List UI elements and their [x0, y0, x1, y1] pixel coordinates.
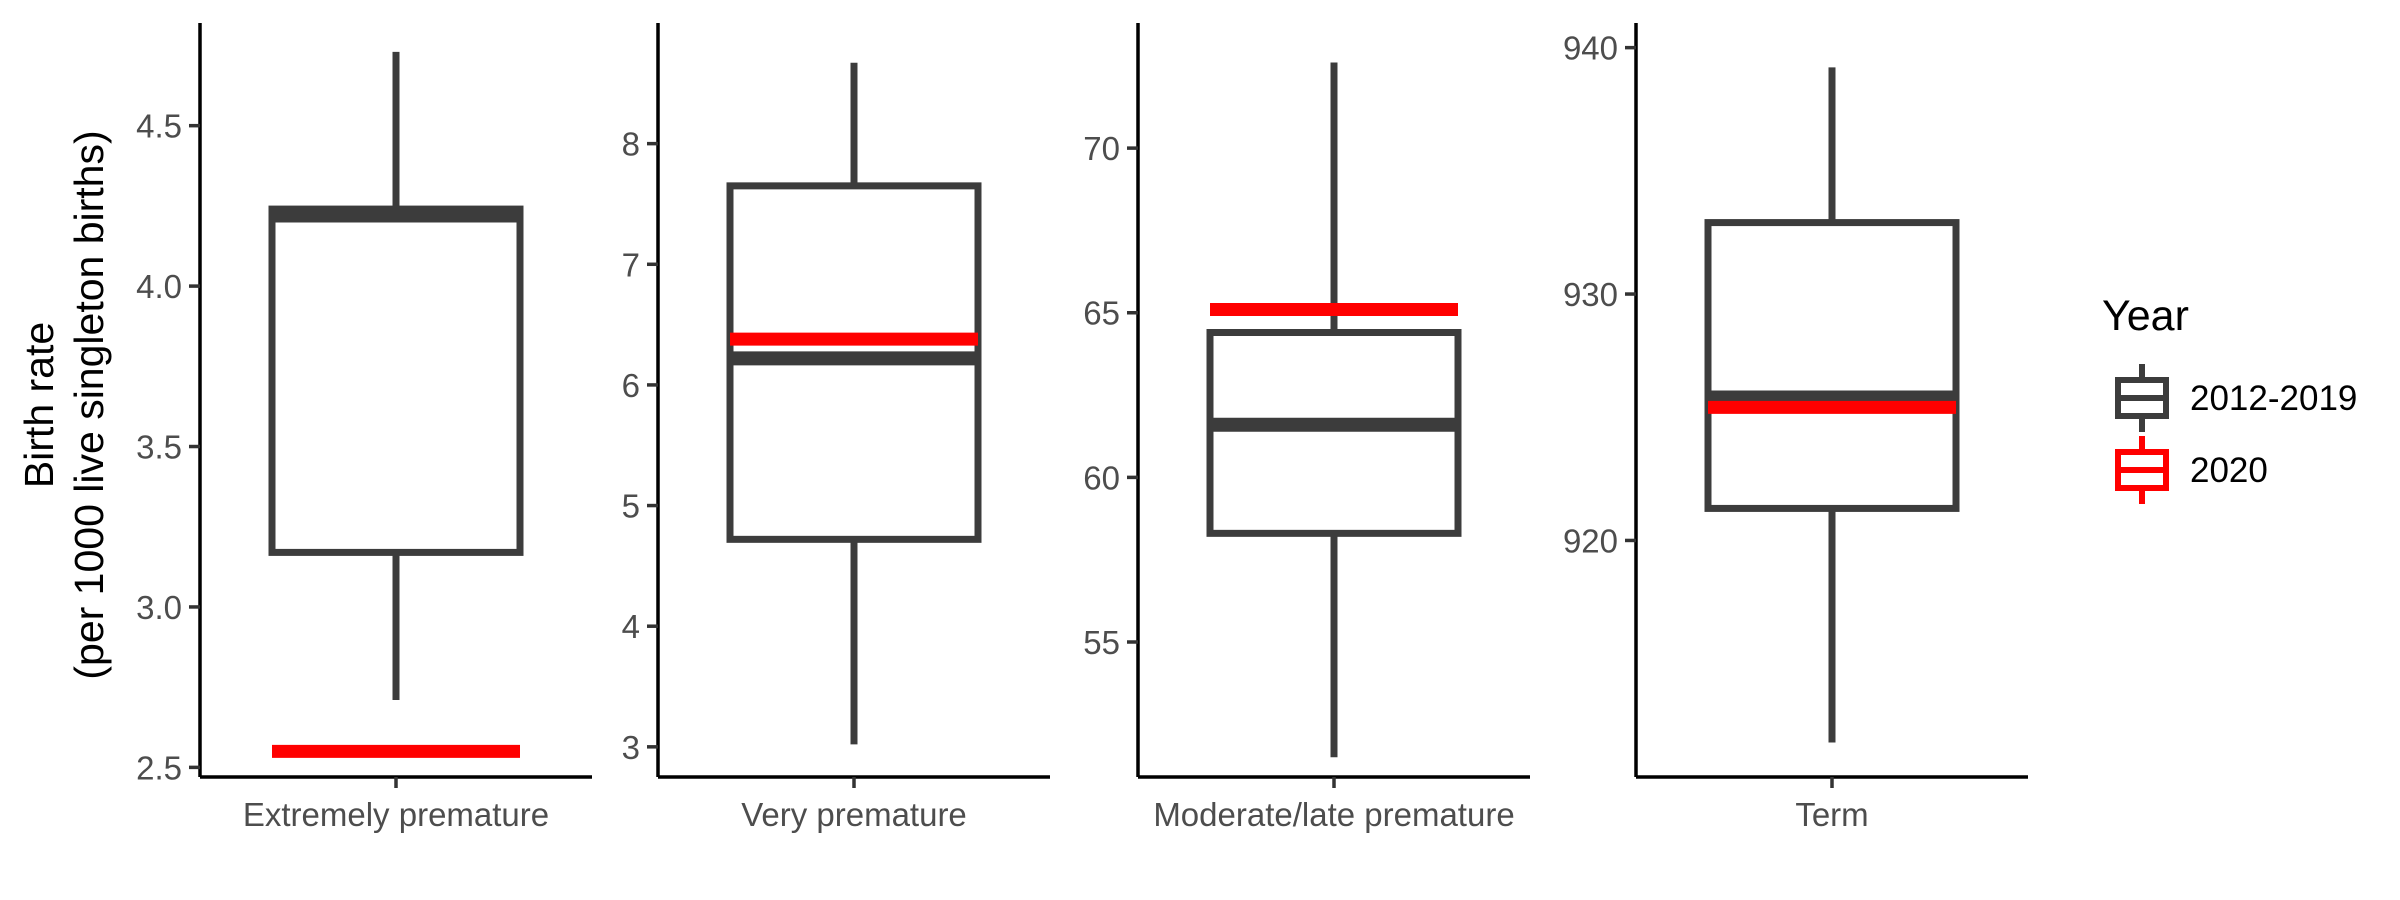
box-2012-2019: [1206, 329, 1462, 537]
y-tick-label: 7: [622, 246, 640, 283]
y-tick-label: 55: [1083, 624, 1120, 661]
legend: Year 2012-2019 2020: [2102, 292, 2357, 504]
legend-entries: 2012-2019 2020: [2115, 364, 2357, 504]
y-tick-label: 930: [1563, 276, 1618, 313]
y-tick-label: 4: [622, 608, 640, 645]
panel-4: 920 930 940 Term: [1563, 23, 2028, 833]
x-category-label: Very premature: [741, 796, 967, 833]
legend-label-2: 2020: [2190, 451, 2268, 490]
legend-key-2: 2020: [2115, 436, 2268, 504]
y-axis-title-line1: Birth rate: [16, 322, 62, 488]
y-tick-label: 940: [1563, 30, 1618, 67]
x-category-label: Extremely premature: [243, 796, 549, 833]
box-2012-2019: [1704, 219, 1960, 512]
y-tick-label: 8: [622, 126, 640, 163]
x-category-label: Moderate/late premature: [1153, 796, 1514, 833]
y-tick-label: 920: [1563, 522, 1618, 559]
y-tick-label: 2.5: [136, 749, 182, 786]
legend-title: Year: [2102, 292, 2189, 340]
y-tick-label: 3: [622, 729, 640, 766]
chart-panels: 2.5 3.0 3.5 4.0 4.5 Extremely premature 3 4 5 6 7 8…: [136, 23, 2028, 833]
y-tick-label: 3.5: [136, 429, 182, 466]
y-axis-title-line2: (per 1000 live singleton births): [66, 130, 112, 679]
panel-2: 3 4 5 6 7 8 Very premature: [622, 23, 1050, 833]
y-tick-label: 6: [622, 367, 640, 404]
y-tick-label: 4.0: [136, 268, 182, 305]
box-2012-2019: [268, 205, 524, 556]
y-tick-label: 70: [1083, 130, 1120, 167]
panel-1: 2.5 3.0 3.5 4.0 4.5 Extremely premature: [136, 23, 592, 833]
y-tick-label: 4.5: [136, 108, 182, 145]
y-tick-label: 3.0: [136, 589, 182, 626]
x-category-label: Term: [1795, 796, 1868, 833]
y-tick-label: 65: [1083, 295, 1120, 332]
legend-key-1: 2012-2019: [2115, 364, 2357, 432]
panel-3: 55 60 65 70 Moderate/late premature: [1083, 23, 1530, 833]
legend-label-1: 2012-2019: [2190, 379, 2357, 418]
y-tick-label: 60: [1083, 459, 1120, 496]
y-tick-label: 5: [622, 488, 640, 525]
